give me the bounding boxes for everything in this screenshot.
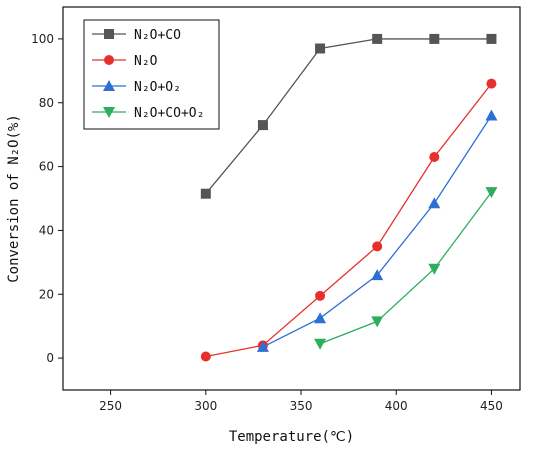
data-point bbox=[314, 338, 327, 350]
data-point bbox=[372, 241, 383, 252]
data-point bbox=[371, 316, 384, 328]
data-point bbox=[372, 33, 383, 44]
data-point bbox=[428, 263, 441, 275]
legend-label: N₂O bbox=[134, 54, 158, 69]
data-point bbox=[103, 107, 115, 118]
y-tick-label: 100 bbox=[31, 32, 54, 46]
series-3 bbox=[314, 187, 498, 350]
axes: 250 300 350 400 450 0 20 40 60 80 100 bbox=[31, 6, 521, 413]
data-point bbox=[257, 120, 268, 131]
x-tick-label: 250 bbox=[99, 399, 122, 413]
data-point bbox=[371, 269, 384, 281]
data-point bbox=[200, 188, 211, 199]
series-2 bbox=[256, 109, 498, 352]
legend: N₂O+CO N₂O N₂O+O₂ N₂O+CO+O₂ bbox=[83, 19, 220, 130]
legend-item: N₂O+CO bbox=[92, 28, 181, 43]
series-1 bbox=[200, 78, 497, 362]
legend-label: N₂O+O₂ bbox=[134, 80, 181, 95]
data-point bbox=[429, 33, 440, 44]
data-point bbox=[428, 197, 441, 209]
y-axis-label: Conversion of N₂O(%) bbox=[6, 114, 22, 283]
data-point bbox=[104, 55, 114, 65]
data-point bbox=[103, 80, 115, 91]
data-point bbox=[314, 312, 327, 324]
y-tick-label: 40 bbox=[39, 223, 54, 237]
series-line bbox=[205, 83, 492, 358]
data-point bbox=[200, 351, 211, 362]
data-point bbox=[315, 43, 326, 54]
legend-item: N₂O+O₂ bbox=[92, 80, 181, 95]
legend-item: N₂O+CO+O₂ bbox=[92, 106, 204, 121]
series-0 bbox=[200, 33, 497, 199]
legend-item: N₂O bbox=[92, 54, 158, 69]
data-point bbox=[315, 290, 326, 301]
series-line bbox=[319, 191, 492, 345]
x-tick-label: 350 bbox=[290, 399, 313, 413]
x-axis-label: Temperature(℃) bbox=[229, 429, 354, 445]
y-tick-label: 60 bbox=[39, 160, 54, 174]
legend-label: N₂O+CO bbox=[134, 28, 181, 43]
data-point bbox=[485, 109, 498, 121]
series-line bbox=[262, 115, 492, 348]
data-point bbox=[486, 78, 497, 89]
y-tick-label: 0 bbox=[46, 351, 54, 365]
y-tick-label: 80 bbox=[39, 96, 54, 110]
series-line bbox=[205, 38, 492, 195]
x-tick-label: 300 bbox=[194, 399, 217, 413]
plot-frame bbox=[62, 6, 521, 391]
x-tick-label: 450 bbox=[480, 399, 503, 413]
data-point bbox=[485, 187, 498, 199]
data-point bbox=[429, 152, 440, 163]
data-point bbox=[104, 29, 114, 39]
data-point bbox=[486, 33, 497, 44]
legend-label: N₂O+CO+O₂ bbox=[134, 106, 204, 121]
data-point bbox=[256, 340, 269, 352]
x-tick-label: 400 bbox=[385, 399, 408, 413]
y-tick-label: 20 bbox=[39, 287, 54, 301]
series-layer bbox=[200, 33, 498, 362]
